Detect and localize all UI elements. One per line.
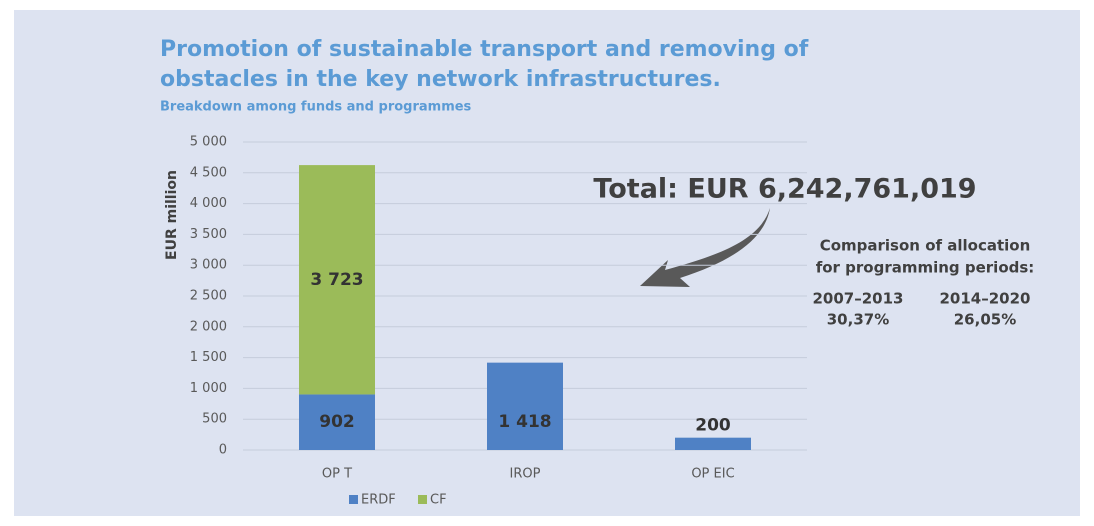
y-tick-label: 4 000 — [190, 196, 227, 211]
legend-swatch — [349, 495, 358, 504]
x-tick-label: OP EIC — [691, 467, 734, 482]
y-axis-title: EUR million — [164, 170, 180, 260]
y-tick-label: 2 000 — [190, 319, 227, 334]
period-label: 2014–2020 — [940, 290, 1031, 308]
y-tick-label: 1 500 — [190, 350, 227, 365]
y-tick-label: 2 500 — [190, 289, 227, 304]
x-tick-label: OP T — [322, 467, 352, 482]
period-value: 30,37% — [827, 311, 889, 329]
bar-segment — [487, 362, 563, 450]
bar-segment — [299, 165, 375, 395]
data-label: 902 — [319, 412, 355, 432]
x-tick-label: IROP — [510, 467, 541, 482]
y-tick-label: 3 500 — [190, 227, 227, 242]
y-tick-label: 3 000 — [190, 258, 227, 273]
chart-subtitle: Breakdown among funds and programmes — [160, 100, 472, 115]
chart-title: obstacles in the key network infrastruct… — [160, 67, 721, 92]
y-tick-label: 5 000 — [190, 135, 227, 150]
data-label: 200 — [695, 416, 731, 436]
chart-title: Promotion of sustainable transport and r… — [160, 37, 809, 62]
legend-swatch — [418, 495, 427, 504]
bar-segment — [299, 394, 375, 450]
arrow — [640, 208, 770, 287]
period-label: 2007–2013 — [813, 290, 904, 308]
y-tick-label: 500 — [202, 412, 227, 427]
y-tick-label: 4 500 — [190, 165, 227, 180]
total-annotation: Total: EUR 6,242,761,019 — [593, 174, 976, 205]
data-label: 3 723 — [310, 270, 363, 290]
period-value: 26,05% — [954, 311, 1016, 329]
legend-label: ERDF — [361, 493, 396, 508]
y-tick-label: 1 000 — [190, 381, 227, 396]
comparison-title: Comparison of allocation — [820, 237, 1031, 255]
bar-segment — [675, 437, 751, 450]
legend-label: CF — [430, 493, 447, 508]
data-label: 1 418 — [498, 412, 551, 432]
comparison-title: for programming periods: — [816, 259, 1035, 277]
y-tick-label: 0 — [219, 443, 227, 458]
